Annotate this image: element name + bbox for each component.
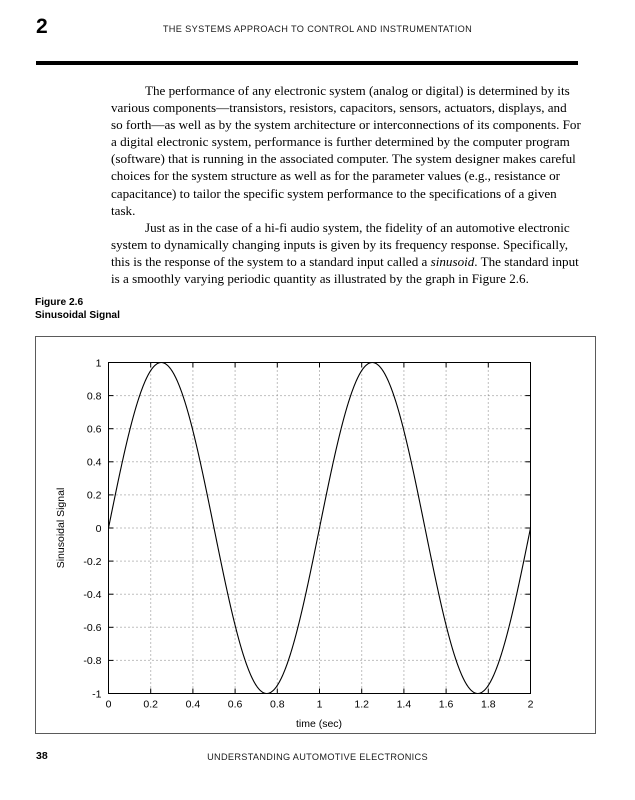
italic-term-sinusoid: sinusoid (430, 253, 475, 269)
chart-xtick-labels: 0 0.2 0.4 0.6 0.8 1 1.2 1.4 1.6 1.8 2 (106, 699, 534, 711)
chart-ytick-label: -0.2 (83, 556, 101, 568)
chart-signal-curve (107, 361, 532, 695)
header-rule (36, 61, 578, 65)
chart-xtick-label: 1.8 (481, 699, 496, 711)
paragraph-2-tail: . The standard input is a smoothly varyi… (111, 253, 579, 287)
footer-page-number: 38 (36, 750, 48, 762)
chart-ytick-label: -1 (92, 688, 101, 700)
chart-xaxis-label: time (sec) (296, 718, 342, 730)
body-text: The performance of any electronic system… (111, 82, 581, 287)
chart-xtick-label: 0 (106, 699, 112, 711)
chart-ytick-label: 1 (96, 357, 102, 369)
chart-yaxis-label: Sinusoidal Signal (55, 488, 67, 569)
page-header: 2 THE SYSTEMS APPROACH TO CONTROL AND IN… (0, 0, 635, 70)
chart-xtick-label: 1 (317, 699, 323, 711)
sinusoidal-signal-chart: 0 0.2 0.4 0.6 0.8 1 1.2 1.4 1.6 1.8 2 -1 -0.8 -0.6 -0… (55, 357, 534, 730)
chart-ytick-label: -0.4 (83, 589, 101, 601)
paragraph-2: Just as in the case of a hi-fi audio sys… (111, 219, 581, 287)
paragraph-2-lead: Just as in the case of a hi-fi audio sys… (111, 219, 570, 269)
chart-xtick-label: 0.4 (186, 699, 201, 711)
running-head: THE SYSTEMS APPROACH TO CONTROL AND INST… (162, 24, 473, 34)
chapter-number: 2 (36, 15, 48, 38)
chart-ytick-label: -0.8 (83, 655, 101, 667)
chart-xtick-label: 1.6 (439, 699, 454, 711)
chart-xtick-label: 0.8 (270, 699, 285, 711)
figure-box: 0 0.2 0.4 0.6 0.8 1 1.2 1.4 1.6 1.8 2 -1 -0.8 -0.6 -0… (35, 336, 596, 734)
chart-xtick-label: 0.2 (143, 699, 158, 711)
chart-xtick-label: 1.4 (397, 699, 412, 711)
chart-ytick-label: 0.6 (87, 424, 102, 436)
footer-book-title: UNDERSTANDING AUTOMOTIVE ELECTRONICS (207, 752, 428, 762)
chart-tick-marks (108, 362, 531, 694)
figure-caption-title: Sinusoidal Signal (35, 309, 120, 321)
figure-caption: Figure 2.6 Sinusoidal Signal (35, 297, 335, 322)
chart-xtick-label: 0.6 (228, 699, 243, 711)
chart-xtick-label: 2 (528, 699, 534, 711)
figure-caption-number: Figure 2.6 (35, 297, 84, 308)
chart-ytick-label: 0.4 (87, 457, 102, 469)
chart-ytick-label: 0.8 (87, 390, 102, 402)
paragraph-1: The performance of any electronic system… (111, 83, 581, 218)
chart-xtick-label: 1.2 (354, 699, 369, 711)
chart-ytick-label: 0.2 (87, 490, 102, 502)
page-footer: 38 UNDERSTANDING AUTOMOTIVE ELECTRONICS (0, 750, 635, 780)
chart-ytick-labels: -1 -0.8 -0.6 -0.4 -0.2 0 0.2 0.4 0.6 0.8 1 (83, 357, 101, 700)
chart-ytick-label: -0.6 (83, 622, 101, 634)
chart-ytick-label: 0 (96, 523, 102, 535)
